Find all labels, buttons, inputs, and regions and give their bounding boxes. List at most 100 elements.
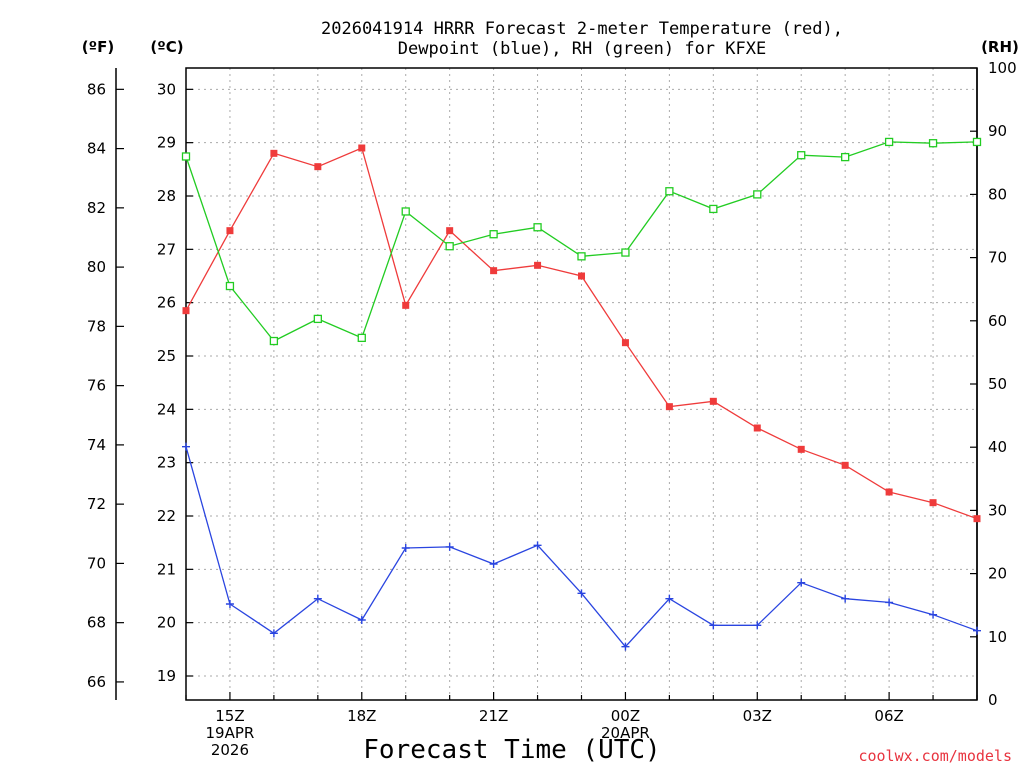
dewpoint-point (269, 629, 278, 638)
rh-tick-label: 30 (988, 501, 1007, 519)
dewpoint-point (225, 600, 234, 608)
rh-point (401, 207, 410, 216)
dewpoint-point (929, 610, 938, 619)
fahrenheit-tick-label: 68 (87, 614, 106, 632)
temperature-point (490, 267, 498, 275)
fahrenheit-axis: 66 68 70 72 74 76 78 80 82 84 86 (87, 80, 124, 691)
rh-point (577, 252, 586, 261)
rh-unit-label: (RH) (981, 38, 1019, 56)
site-credit: coolwx.com/models (858, 747, 1012, 765)
rh-point (621, 248, 630, 257)
rh-point (181, 152, 191, 161)
rh-point (533, 223, 542, 232)
time-tick-label: 03Z (743, 707, 772, 725)
rh-point (665, 187, 674, 196)
time-tick-label: 20APR (601, 724, 650, 742)
rh-axis: 0 10 20 30 40 50 60 70 80 90 100 (970, 59, 1017, 709)
dewpoint-point (313, 594, 322, 603)
dewpoint-point (445, 542, 454, 551)
celsius-tick-label: 25 (157, 347, 176, 365)
fahrenheit-tick-label: 76 (87, 377, 106, 395)
rh-point (445, 242, 454, 251)
fahrenheit-tick-label: 78 (87, 317, 106, 335)
rh-point (489, 230, 498, 239)
celsius-axis: 19 20 21 22 23 24 25 26 27 28 29 30 (157, 80, 193, 685)
celsius-tick-label: 30 (157, 80, 176, 98)
rh-point (972, 137, 982, 147)
fahrenheit-tick-label: 80 (87, 258, 106, 276)
temperature-point (753, 424, 761, 432)
celsius-tick-label: 20 (157, 614, 176, 632)
celsius-unit-label: (ºC) (150, 38, 183, 56)
rh-point (709, 204, 718, 214)
celsius-tick-label: 28 (157, 187, 176, 205)
time-tick-label: 06Z (874, 707, 903, 725)
dewpoint-point (973, 626, 981, 635)
rh-point (269, 336, 279, 346)
rh-point (884, 137, 894, 147)
temperature-point (973, 515, 981, 523)
temperature-point (578, 272, 585, 280)
time-tick-label: 21Z (479, 707, 508, 725)
celsius-tick-label: 24 (157, 400, 176, 418)
celsius-tick-label: 23 (157, 454, 176, 472)
x-axis-label: Forecast Time (UTC) (363, 735, 660, 765)
fahrenheit-tick-label: 72 (87, 495, 106, 513)
celsius-tick-label: 19 (157, 667, 176, 685)
temperature-point (534, 261, 542, 269)
temperature-point (929, 499, 937, 507)
dewpoint-point (665, 594, 674, 603)
temperature-point (621, 339, 629, 347)
dewpoint-point (841, 594, 850, 603)
time-tick-label: 00Z (611, 707, 640, 725)
temperature-point (182, 307, 190, 315)
temperature-point (446, 227, 454, 235)
rh-point (313, 314, 322, 324)
temperature-point (270, 149, 278, 157)
fahrenheit-tick-label: 82 (87, 199, 106, 217)
temperature-point (314, 163, 322, 171)
rh-point (841, 152, 850, 162)
temperature-point (226, 227, 234, 235)
celsius-tick-label: 21 (157, 560, 176, 578)
temperature-point (797, 445, 805, 453)
fahrenheit-tick-label: 86 (87, 80, 106, 98)
rh-tick-label: 40 (988, 438, 1007, 456)
rh-tick-label: 0 (988, 691, 998, 709)
dewpoint-point (182, 442, 190, 451)
temperature-point (358, 144, 366, 152)
chart-title-line2: Dewpoint (blue), RH (green) for KFXE (398, 39, 766, 59)
dewpoint-point (709, 621, 718, 630)
rh-point (928, 139, 938, 148)
temperature-point (841, 461, 849, 469)
rh-tick-label: 100 (988, 59, 1017, 77)
rh-tick-label: 60 (988, 312, 1007, 330)
dewpoint-point (357, 616, 366, 624)
rh-tick-label: 10 (988, 628, 1007, 646)
rh-tick-label: 90 (988, 122, 1007, 140)
fahrenheit-tick-label: 84 (87, 140, 106, 158)
time-tick-label: 18Z (347, 707, 376, 725)
time-tick-label: 19APR (206, 724, 255, 742)
temperature-point (885, 488, 893, 496)
fahrenheit-tick-label: 74 (87, 436, 106, 454)
rh-point (753, 190, 762, 199)
dewpoint-point (885, 598, 894, 607)
dewpoint-point (753, 621, 762, 630)
rh-tick-label: 50 (988, 375, 1007, 393)
dewpoint-point (533, 541, 542, 550)
temperature-point (402, 301, 410, 309)
celsius-tick-label: 27 (157, 240, 176, 258)
temperature-point (665, 403, 673, 411)
chart-title-line1: 2026041914 HRRR Forecast 2-meter Tempera… (321, 19, 843, 39)
dewpoint-point (401, 544, 410, 552)
rh-tick-label: 20 (988, 565, 1007, 583)
celsius-tick-label: 22 (157, 507, 176, 525)
rh-point (357, 333, 366, 343)
dewpoint-point (577, 589, 586, 598)
fahrenheit-tick-label: 66 (87, 673, 106, 691)
dewpoint-point (621, 642, 630, 651)
celsius-tick-label: 29 (157, 134, 176, 152)
rh-point (225, 281, 235, 291)
rh-tick-label: 70 (988, 249, 1007, 267)
